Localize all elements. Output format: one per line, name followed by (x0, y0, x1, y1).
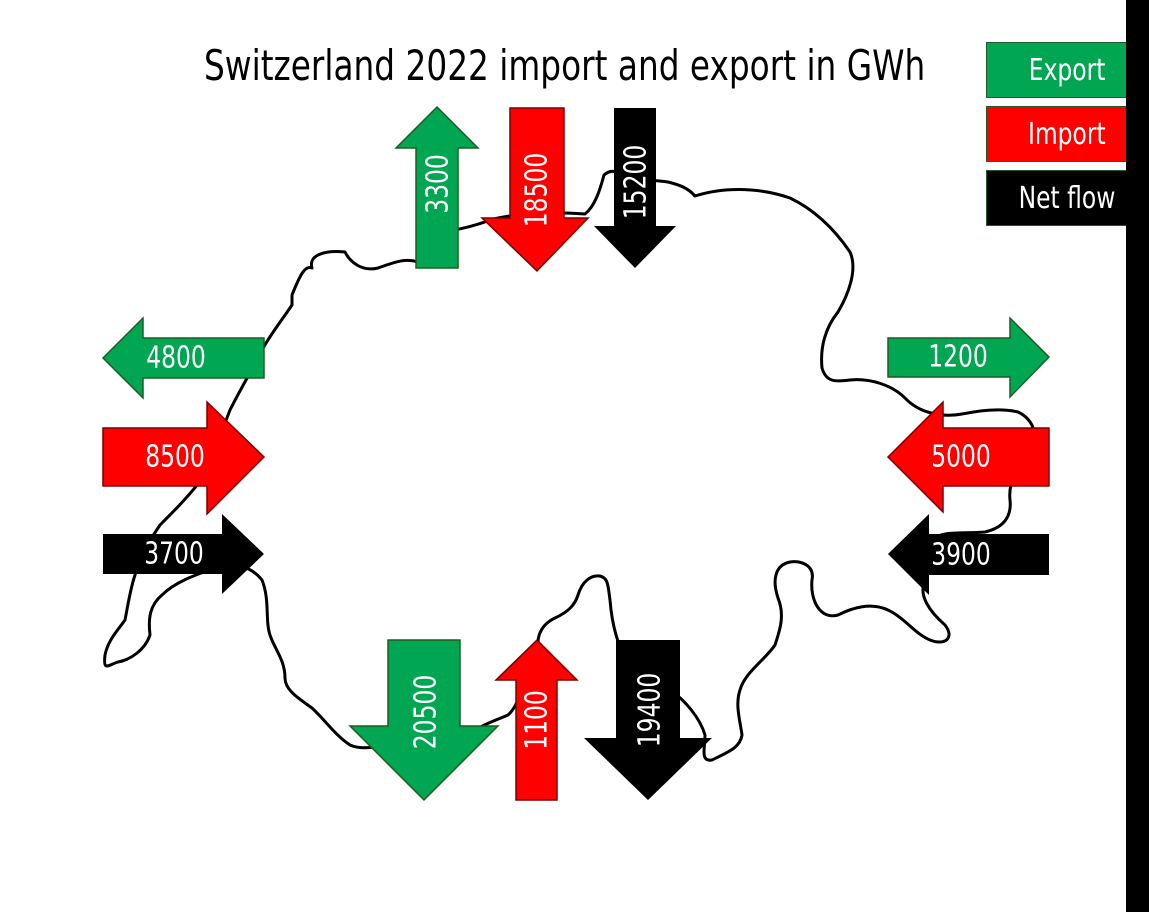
east-net-arrow (888, 514, 1049, 595)
north-net-arrow (594, 108, 676, 268)
legend-export-label: Export (1028, 52, 1106, 88)
west-net-arrow (103, 514, 264, 594)
west-export-arrow (101, 316, 265, 400)
east-flows: 1200 5000 3900 (886, 316, 1051, 595)
west-import-value: 8500 (145, 440, 205, 475)
east-export-arrow (887, 316, 1051, 399)
legend-import-label: Import (1028, 116, 1106, 152)
south-net-value: 19400 (633, 673, 668, 747)
switzerland-outline (103, 169, 1037, 762)
north-flows: 3300 18500 15200 (394, 105, 676, 273)
north-export-value: 3300 (421, 154, 456, 214)
west-net-value: 3700 (144, 537, 204, 572)
north-import-value: 18500 (520, 153, 555, 227)
legend-net-flow: Net flow (986, 170, 1148, 226)
south-export-value: 20500 (409, 675, 444, 749)
east-net-value: 3900 (931, 538, 991, 573)
south-flows: 20500 1100 19400 (348, 638, 712, 802)
east-export-value: 1200 (928, 340, 988, 375)
diagram-title: Switzerland 2022 import and export in GW… (204, 41, 926, 90)
north-export-arrow (394, 105, 480, 269)
legend-export: Export (986, 42, 1148, 98)
legend-net-flow-label: Net flow (1018, 180, 1116, 216)
north-import-arrow (480, 107, 590, 273)
south-export-arrow (348, 639, 500, 802)
right-edge-bar (1126, 0, 1149, 912)
east-import-value: 5000 (931, 440, 991, 475)
west-import-arrow (102, 400, 266, 516)
south-import-value: 1100 (520, 690, 555, 750)
south-net-arrow (584, 640, 712, 800)
west-flows: 4800 8500 3700 (101, 316, 266, 594)
legend-import: Import (986, 106, 1148, 162)
south-import-arrow (494, 638, 579, 801)
west-export-value: 4800 (146, 341, 206, 376)
north-net-value: 15200 (619, 145, 654, 219)
east-import-arrow (886, 400, 1050, 514)
